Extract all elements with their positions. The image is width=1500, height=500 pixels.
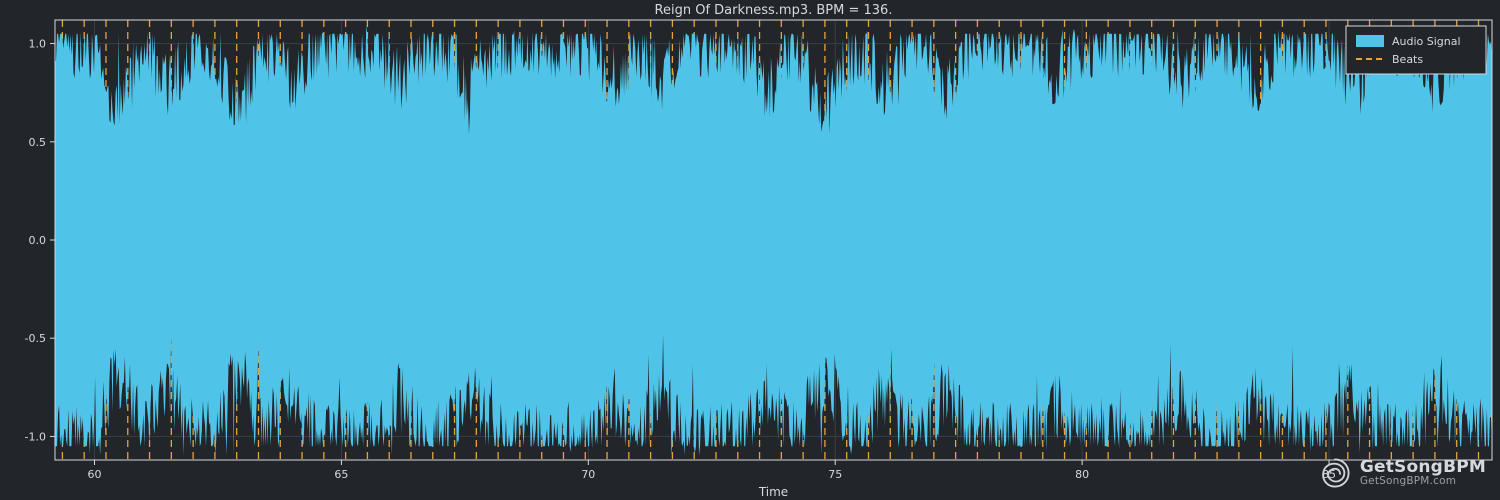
x-tick-label: 70 [581,468,595,481]
y-tick-label: 0.0 [29,234,47,247]
y-tick-label: -1.0 [25,430,46,443]
legend-label: Beats [1392,53,1423,66]
x-axis-label: Time [758,485,788,499]
x-tick-label: 60 [88,468,102,481]
y-tick-label: -0.5 [25,332,46,345]
y-tick-label: 0.5 [29,136,47,149]
chart-title: Reign Of Darkness.mp3. BPM = 136. [655,3,893,18]
bpm-waveform-chart: 60 65 70 75 80 85 -1.0 -0.5 0.0 0.5 1.0 Time Reign O… [0,0,1500,500]
x-tick-label: 85 [1322,468,1336,481]
x-tick-label: 65 [334,468,348,481]
x-tick-label: 75 [828,468,842,481]
y-tick-label: 1.0 [29,38,47,51]
x-tick-label: 80 [1075,468,1089,481]
legend-label: Audio Signal [1392,35,1461,48]
legend: Audio Signal Beats [1346,26,1486,74]
